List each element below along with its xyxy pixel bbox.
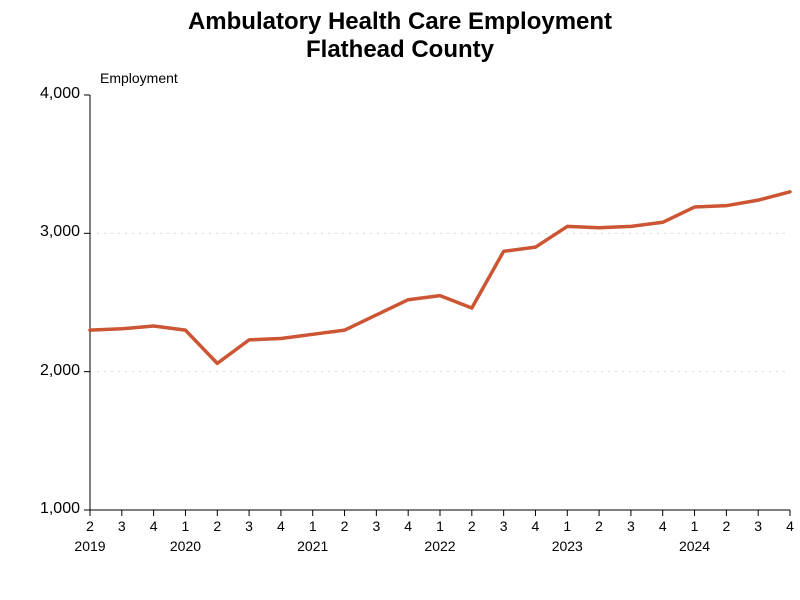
x-tick-label: 4 (659, 518, 667, 534)
x-tick-label: 4 (532, 518, 540, 534)
x-year-label: 2023 (552, 538, 583, 554)
x-tick-label: 4 (277, 518, 285, 534)
x-year-label: 2024 (679, 538, 710, 554)
chart-container: Ambulatory Health Care Employment Flathe… (0, 0, 800, 600)
x-tick-label: 1 (436, 518, 444, 534)
x-tick-label: 2 (722, 518, 730, 534)
x-year-label: 2019 (74, 538, 105, 554)
x-tick-label: 3 (500, 518, 508, 534)
x-tick-label: 3 (118, 518, 126, 534)
y-tick-label: 3,000 (20, 223, 80, 241)
x-tick-label: 1 (563, 518, 571, 534)
x-tick-label: 3 (245, 518, 253, 534)
x-tick-label: 3 (627, 518, 635, 534)
y-tick-label: 2,000 (20, 362, 80, 380)
chart-svg (0, 0, 800, 600)
x-tick-label: 4 (786, 518, 794, 534)
x-tick-label: 2 (595, 518, 603, 534)
x-tick-label: 4 (150, 518, 158, 534)
x-tick-label: 2 (341, 518, 349, 534)
x-tick-label: 4 (404, 518, 412, 534)
y-tick-label: 4,000 (20, 85, 80, 103)
x-tick-label: 3 (372, 518, 380, 534)
x-tick-label: 1 (309, 518, 317, 534)
x-tick-label: 1 (691, 518, 699, 534)
y-tick-label: 1,000 (20, 500, 80, 518)
x-tick-label: 2 (468, 518, 476, 534)
x-tick-label: 2 (86, 518, 94, 534)
x-tick-label: 1 (182, 518, 190, 534)
x-year-label: 2020 (170, 538, 201, 554)
x-tick-label: 3 (754, 518, 762, 534)
x-year-label: 2022 (424, 538, 455, 554)
x-year-label: 2021 (297, 538, 328, 554)
x-tick-label: 2 (213, 518, 221, 534)
